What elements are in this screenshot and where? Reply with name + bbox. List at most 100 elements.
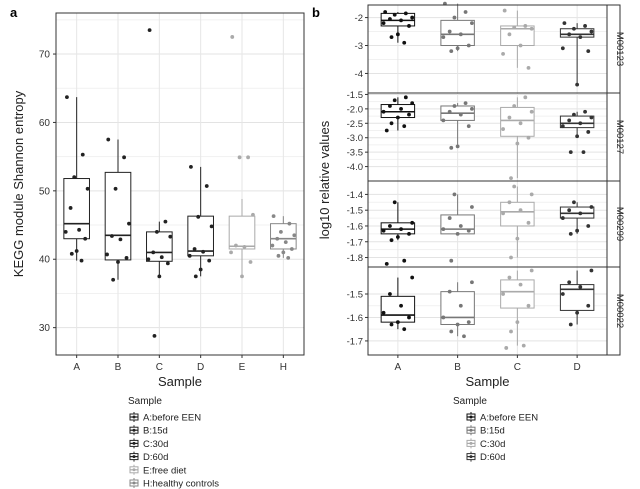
panel-a-xtick-label: B bbox=[115, 362, 122, 373]
panel-b-point bbox=[381, 310, 386, 315]
panel-b-point bbox=[388, 292, 392, 296]
panel-b-label: b bbox=[312, 5, 320, 20]
panel-b-point bbox=[470, 205, 474, 209]
panel-b-point bbox=[384, 261, 389, 266]
panel-a-point bbox=[113, 186, 118, 191]
panel-b-point bbox=[399, 18, 403, 23]
panel-b-point bbox=[463, 10, 468, 14]
panel-a-point bbox=[187, 253, 192, 258]
panel-b-point bbox=[395, 320, 400, 325]
panel-b-point bbox=[501, 211, 505, 216]
panel-b-point bbox=[512, 25, 517, 30]
panel-b-box-group-B bbox=[440, 280, 475, 339]
panel-a-box-group-B bbox=[104, 137, 132, 282]
panel-a-point bbox=[234, 243, 238, 248]
panel-b-facet-M00123: -2 -3 -4 M00123 bbox=[355, 1, 625, 94]
panel-b-point bbox=[526, 135, 531, 140]
panel-b-point bbox=[586, 303, 591, 308]
panel-b-point bbox=[512, 184, 517, 189]
panel-a-legend-title: Sample bbox=[128, 396, 162, 407]
legend-key-point bbox=[469, 455, 473, 459]
panel-b-point bbox=[560, 46, 565, 51]
panel-b-point bbox=[410, 15, 415, 20]
panel-b-strip bbox=[606, 266, 621, 356]
panel-b-point bbox=[509, 176, 513, 181]
panel-b-point bbox=[407, 315, 411, 320]
panel-a-point bbox=[230, 35, 235, 39]
panel-b-point bbox=[458, 224, 463, 228]
legend-key-point bbox=[469, 415, 473, 419]
panel-b-point bbox=[452, 104, 457, 108]
panel-b-ytick-label: -1.4 bbox=[347, 190, 363, 201]
panel-b-point bbox=[567, 118, 572, 123]
panel-b-strip-label: M00127 bbox=[614, 120, 625, 154]
panel-b-point bbox=[447, 289, 452, 294]
panel-b-box bbox=[440, 19, 475, 47]
panel-a-point bbox=[110, 234, 114, 238]
panel-b-box-group-D bbox=[559, 268, 595, 327]
panel-a-legend-label: E:free diet bbox=[143, 465, 187, 476]
panel-a-point bbox=[106, 137, 111, 142]
panel-b-legend-label: D:60d bbox=[480, 452, 505, 463]
panel-b-box-group-B bbox=[440, 101, 475, 150]
panel-a-point bbox=[248, 260, 253, 264]
panel-a-point bbox=[271, 214, 276, 219]
panel-b-ytick-label: -2 bbox=[355, 13, 363, 24]
panel-a-box bbox=[63, 178, 90, 240]
panel-b-ytick-label: -1.5 bbox=[347, 206, 363, 217]
panel-a-point bbox=[276, 253, 281, 258]
panel-a-point bbox=[275, 236, 280, 241]
panel-b-point bbox=[407, 24, 411, 28]
panel-b-box-group-B bbox=[440, 192, 475, 263]
panel-b-ytick-label: -1.6 bbox=[347, 221, 363, 232]
panel-b-point bbox=[589, 205, 594, 209]
panel-b-point bbox=[381, 228, 386, 233]
panel-b-point bbox=[470, 280, 474, 285]
panel-b-point bbox=[392, 12, 397, 17]
panel-b-legend-label: B:15d bbox=[480, 426, 505, 437]
panel-b-facet-M00127: -1.5 -2.0 -2.5 -3.0 -3.5 -4.0 M00127 bbox=[347, 90, 625, 182]
panel-b-ytick-label: -3.0 bbox=[347, 133, 363, 144]
panel-a-point bbox=[79, 258, 84, 263]
panel-a-point bbox=[207, 258, 212, 263]
panel-b-point bbox=[575, 134, 580, 139]
panel-b-point bbox=[441, 315, 446, 320]
legend-key-point bbox=[132, 455, 136, 459]
panel-b-strip-label: M00123 bbox=[614, 32, 625, 66]
panel-a-legend-key bbox=[129, 478, 139, 488]
legend-key-point bbox=[132, 481, 136, 485]
panel-b-point bbox=[572, 26, 576, 31]
panel-b-box bbox=[500, 201, 535, 227]
panel-b-point bbox=[449, 329, 454, 334]
panel-a-point bbox=[193, 274, 198, 279]
panel-a-point bbox=[116, 260, 120, 264]
panel-a-legend-key bbox=[129, 451, 139, 462]
panel-b-point bbox=[507, 200, 512, 205]
panel-b-xtick-label: A bbox=[395, 362, 402, 373]
panel-b-point bbox=[501, 292, 505, 296]
panel-a-box-group-H bbox=[270, 214, 297, 260]
panel-b-ytick-label: -4.0 bbox=[347, 162, 363, 173]
panel-b-point bbox=[463, 101, 468, 105]
panel-b-xtick-label: D bbox=[574, 362, 581, 373]
panel-a-point bbox=[283, 240, 288, 245]
panel-a-point bbox=[80, 152, 85, 157]
panel-a-point bbox=[229, 250, 233, 255]
panel-b-point bbox=[578, 121, 583, 126]
panel-a-point bbox=[204, 184, 209, 188]
panel-b-point bbox=[560, 292, 565, 296]
panel-b-point bbox=[568, 322, 573, 327]
panel-b-point bbox=[395, 115, 400, 120]
panel-b-point bbox=[458, 32, 463, 37]
panel-b-ytick-label: -1.5 bbox=[347, 90, 363, 101]
panel-b-ytick-label: -1.7 bbox=[347, 336, 363, 347]
panel-b-point bbox=[501, 127, 505, 131]
panel-b-legend-label: C:30d bbox=[480, 439, 505, 450]
panel-b-point bbox=[447, 216, 452, 220]
panel-a-point bbox=[159, 255, 164, 260]
panel-b-point bbox=[523, 24, 528, 28]
panel-b-box-group-C bbox=[500, 95, 535, 181]
panel-b-point bbox=[583, 109, 587, 114]
panel-b-box-group-C bbox=[500, 8, 535, 70]
panel-b-point bbox=[578, 285, 583, 289]
